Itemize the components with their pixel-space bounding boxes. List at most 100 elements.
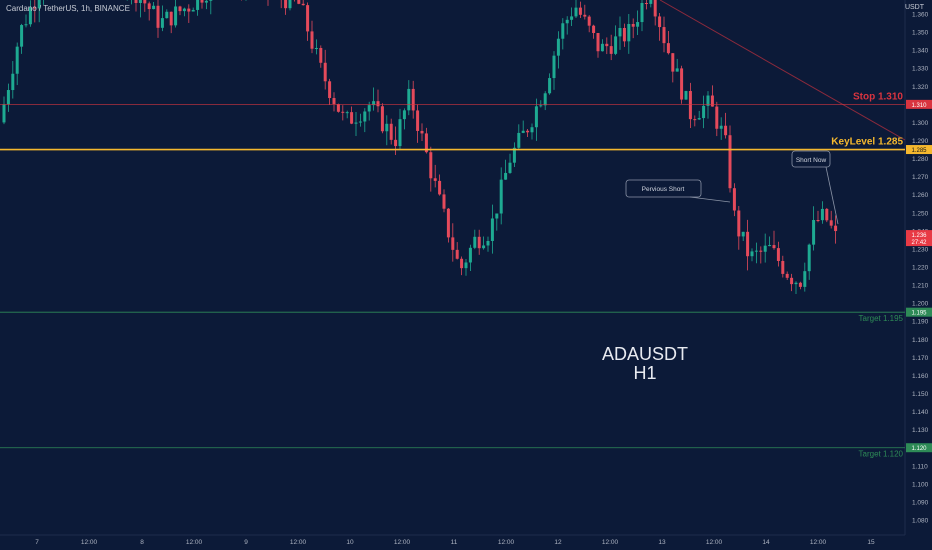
candle-body	[794, 282, 798, 285]
candle-body	[600, 43, 604, 52]
time-tick-label: 9	[244, 539, 248, 546]
candle-body	[354, 122, 358, 124]
time-tick-label: 7	[35, 539, 39, 546]
candle-body	[684, 91, 688, 100]
candle-body	[543, 93, 547, 106]
candle-body	[534, 106, 538, 128]
time-tick-label: 13	[658, 539, 666, 546]
callout-short-now[interactable]	[791, 150, 831, 168]
candle-body	[24, 24, 28, 26]
candle-body	[495, 213, 499, 219]
candle-body	[763, 245, 767, 252]
candle-body	[385, 123, 389, 132]
price-tick-label: 1.350	[912, 30, 929, 37]
candle-body	[284, 0, 288, 9]
candle-body	[323, 62, 327, 82]
candle-body	[539, 105, 543, 107]
candle-body	[693, 119, 697, 121]
candle-body	[15, 46, 19, 74]
candle-body	[548, 78, 552, 94]
candle-body	[618, 27, 622, 37]
candle-body	[147, 3, 151, 10]
candle-body	[706, 95, 710, 106]
time-tick-label: 12:00	[810, 539, 827, 546]
candle-body	[790, 277, 794, 285]
candle-body	[521, 130, 525, 133]
candle-body	[812, 220, 816, 245]
price-tick-label: 1.130	[912, 427, 929, 434]
candle-body	[204, 0, 208, 3]
level-label-stop: Stop 1.310	[853, 91, 903, 102]
candle-body	[816, 220, 820, 222]
candle-body	[345, 112, 349, 114]
time-tick-label: 15	[867, 539, 875, 546]
candle-body	[398, 119, 402, 147]
candle-body	[737, 210, 741, 237]
candle-body	[592, 25, 596, 34]
candle-body	[328, 81, 332, 99]
candle-body	[644, 3, 648, 5]
callout-previous-short-pointer	[689, 196, 731, 203]
candle-body	[508, 162, 512, 173]
price-tick-label: 1.280	[912, 156, 929, 163]
price-tick-label: 1.270	[912, 174, 929, 181]
time-tick-label: 12:00	[498, 539, 515, 546]
price-tick-label: 1.180	[912, 337, 929, 344]
candle-body	[460, 258, 464, 269]
time-tick-label: 12:00	[186, 539, 203, 546]
candle-body	[332, 98, 336, 104]
candle-body	[152, 5, 156, 10]
candle-body	[798, 282, 802, 287]
price-tick-label: 1.330	[912, 66, 929, 73]
candle-body	[424, 133, 428, 153]
price-tick-label: 1.340	[912, 48, 929, 55]
price-tick-label: 1.160	[912, 373, 929, 380]
level-badge-text-stop: 1.310	[911, 103, 927, 109]
candle-body	[433, 178, 437, 181]
callout-previous-short[interactable]	[625, 179, 702, 198]
candle-body	[675, 68, 679, 72]
price-tick-label: 1.260	[912, 192, 929, 199]
symbol-header: Cardano / TetherUS, 1h, BINANCE	[6, 4, 130, 13]
candle-body	[446, 208, 450, 238]
level-badge-keylevel	[906, 145, 932, 155]
candle-body	[772, 245, 776, 249]
candle-body	[671, 53, 675, 72]
candle-body	[442, 194, 446, 209]
candle-body	[306, 5, 310, 32]
time-tick-label: 12:00	[290, 539, 307, 546]
level-label-keylevel: KeyLevel 1.285	[831, 137, 903, 148]
price-tick-label: 1.220	[912, 265, 929, 272]
candle-body	[363, 111, 367, 122]
candle-body	[429, 152, 433, 179]
callout-previous-short-text: Pervious Short	[642, 186, 685, 193]
candles-group	[2, 0, 838, 295]
price-tick-label: 1.140	[912, 409, 929, 416]
level-badge-text-target2: 1.120	[911, 446, 927, 452]
candle-body	[182, 8, 186, 12]
candle-body	[187, 8, 191, 12]
candle-body	[583, 14, 587, 17]
candle-body	[314, 47, 318, 49]
candle-body	[28, 7, 32, 25]
candle-body	[517, 132, 521, 148]
trend-line[interactable]	[659, 0, 906, 141]
candle-body	[715, 106, 719, 129]
level-badge-text-target1: 1.195	[911, 311, 927, 317]
candle-body	[389, 123, 393, 140]
price-tick-label: 1.170	[912, 355, 929, 362]
candle-body	[653, 0, 657, 17]
price-tick-label: 1.360	[912, 12, 929, 19]
candle-body	[174, 6, 178, 26]
candle-body	[411, 88, 415, 111]
candle-body	[477, 236, 481, 249]
candle-body	[556, 38, 560, 56]
candle-body	[468, 247, 472, 263]
time-tick-label: 12:00	[394, 539, 411, 546]
callout-short-now-pointer	[825, 166, 839, 225]
candle-body	[473, 236, 477, 248]
candle-body	[561, 23, 565, 39]
candle-body	[143, 0, 147, 4]
price-tick-label: 1.290	[912, 138, 929, 145]
